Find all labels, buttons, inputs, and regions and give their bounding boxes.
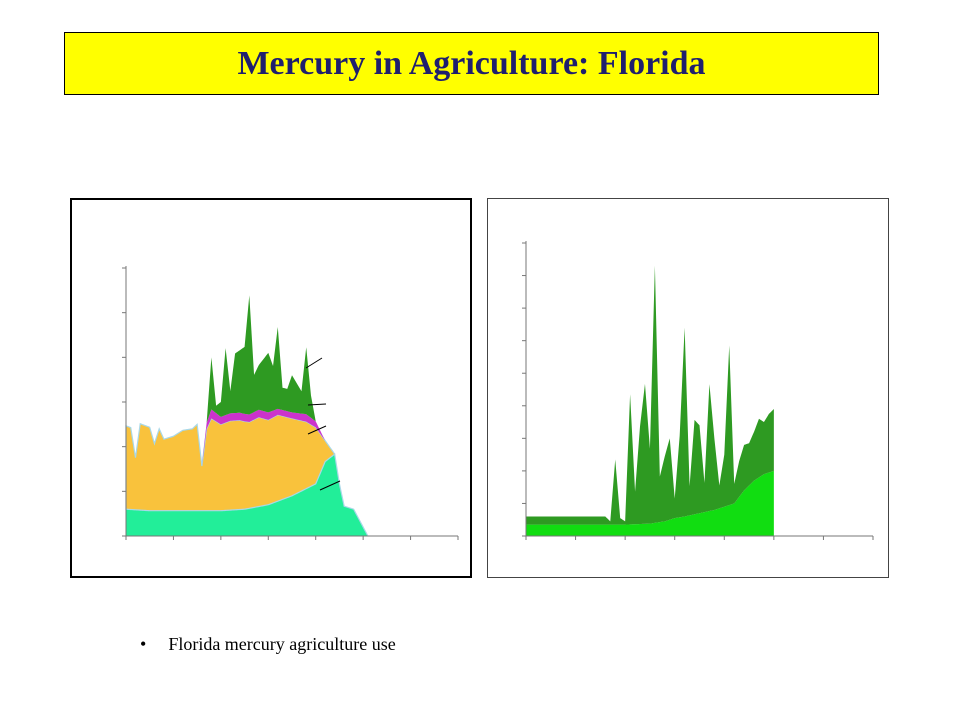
bullet-symbol: • bbox=[140, 634, 147, 654]
series-area-golf-turf bbox=[126, 454, 368, 536]
series-area-vegetables-and-other bbox=[126, 295, 368, 536]
title-banner: Mercury in Agriculture: Florida bbox=[64, 32, 879, 95]
bullet-text: Florida mercury agriculture use bbox=[168, 634, 396, 654]
florida-chart bbox=[522, 241, 874, 540]
annotation-leader-line bbox=[305, 357, 323, 369]
usa-chart bbox=[122, 266, 459, 540]
annotation-leader-line bbox=[307, 403, 327, 406]
usa-chart-panel bbox=[70, 198, 472, 578]
series-area-golf bbox=[526, 470, 774, 536]
series-area-other bbox=[526, 265, 774, 525]
bullet-item: • Florida mercury agriculture use bbox=[140, 634, 396, 655]
slide-title: Mercury in Agriculture: Florida bbox=[237, 44, 706, 82]
annotation-leader-line bbox=[307, 425, 327, 435]
annotation-leader-line bbox=[319, 480, 341, 491]
florida-chart-panel bbox=[487, 198, 889, 578]
